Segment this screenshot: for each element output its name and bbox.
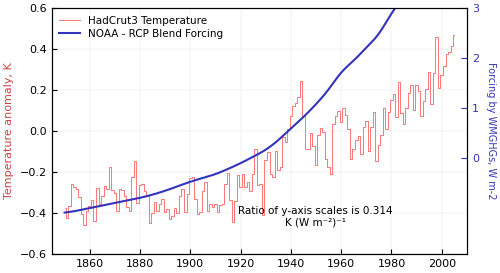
- NOAA - RCP Blend Forcing: [62, 211, 68, 214]
- Line: NOAA - RCP Blend Forcing: NOAA - RCP Blend Forcing: [64, 0, 454, 213]
- HadCrut3 Temperature: [82, 224, 87, 227]
- NOAA - RCP Blend Forcing: [292, 124, 298, 127]
- Text: Ratio of y-axis scales is 0.314
K (W m⁻²)⁻¹: Ratio of y-axis scales is 0.314 K (W m⁻²…: [238, 206, 393, 228]
- HadCrut3 Temperature: [225, 171, 231, 175]
- Line: HadCrut3 Temperature: HadCrut3 Temperature: [64, 35, 454, 225]
- HadCrut3 Temperature: [62, 206, 68, 210]
- NOAA - RCP Blend Forcing: [355, 55, 361, 58]
- Y-axis label: Temperature anomaly, K: Temperature anomaly, K: [4, 63, 15, 200]
- Legend: HadCrut3 Temperature, NOAA - RCP Blend Forcing: HadCrut3 Temperature, NOAA - RCP Blend F…: [57, 14, 226, 41]
- HadCrut3 Temperature: [333, 114, 339, 118]
- NOAA - RCP Blend Forcing: [322, 93, 328, 96]
- HadCrut3 Temperature: [210, 205, 216, 208]
- HadCrut3 Temperature: [378, 133, 384, 137]
- Y-axis label: Forcing by WMGHGs, W m-2: Forcing by WMGHGs, W m-2: [486, 62, 496, 200]
- NOAA - RCP Blend Forcing: [162, 189, 168, 192]
- NOAA - RCP Blend Forcing: [238, 161, 244, 165]
- HadCrut3 Temperature: [452, 34, 458, 37]
- HadCrut3 Temperature: [162, 210, 168, 214]
- NOAA - RCP Blend Forcing: [130, 198, 136, 201]
- HadCrut3 Temperature: [296, 96, 302, 99]
